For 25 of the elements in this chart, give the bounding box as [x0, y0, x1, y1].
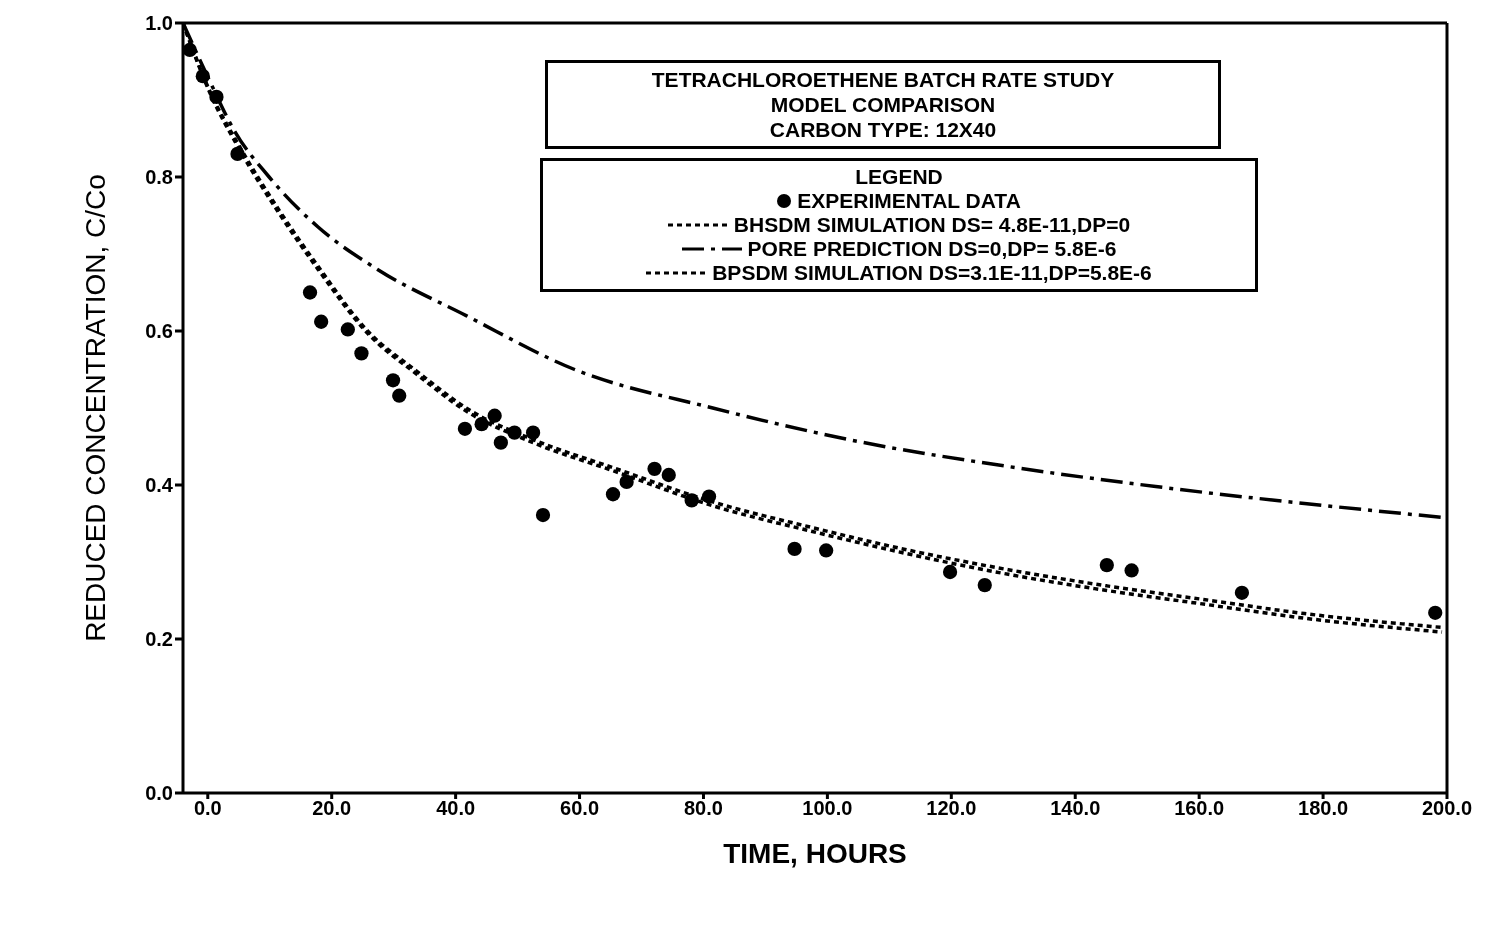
y-tick-label: 1.0 — [145, 12, 173, 35]
x-tick-label: 40.0 — [436, 797, 476, 820]
y-tick-label: 0.0 — [145, 782, 173, 805]
x-axis-title: TIME, HOURS — [723, 838, 907, 869]
x-tick-label: 120.0 — [926, 797, 977, 820]
x-tick-label: 0.0 — [193, 797, 222, 820]
title-frame: TETRACHLOROETHENE BATCH RATE STUDY MODEL COMPARISON CARBON TYPE: 12X40 — [545, 60, 1221, 149]
x-tick-label: 20.0 — [312, 797, 352, 820]
y-tick-label: 0.2 — [145, 628, 173, 651]
x-tick-label: 200.0 — [1421, 797, 1473, 820]
x-tick-label: 100.0 — [802, 797, 853, 820]
x-tick-label: 140.0 — [1050, 797, 1101, 820]
y-axis-title: REDUCED CONCENTRATION, C/Co — [79, 174, 111, 642]
x-tick-label: 180.0 — [1298, 797, 1349, 820]
y-tick-label: 0.4 — [145, 474, 174, 497]
legend-label: BPSDM SIMULATION DS=3.1E-11,DP=5.8E-6 — [712, 261, 1152, 285]
y-tick-label: 0.8 — [145, 166, 173, 189]
legend-label: BHSDM SIMULATION DS= 4.8E-11,DP=0 — [733, 213, 1131, 237]
x-tick-label: 60.0 — [560, 797, 600, 820]
y-tick-label: 0.6 — [145, 320, 173, 343]
legend-title: LEGEND — [854, 165, 944, 189]
legend-label: EXPERIMENTAL DATA — [797, 189, 1021, 213]
legend-label: PORE PREDICTION DS=0,DP= 5.8E-6 — [747, 237, 1117, 261]
x-tick-label: 80.0 — [684, 797, 723, 820]
x-tick-label: 160.0 — [1174, 797, 1225, 820]
